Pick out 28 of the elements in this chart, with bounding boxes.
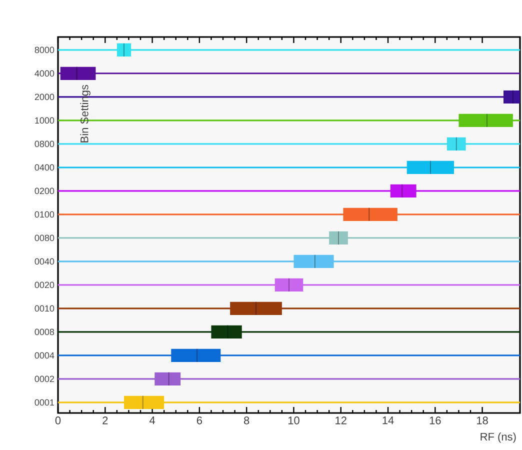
x-tick-label: 12 [336,416,346,424]
x-tick-label: 10 [288,416,300,424]
x-tick-label: 2 [102,416,108,424]
y-tick-label: 1000 [35,117,54,124]
x-tick-label: 18 [477,416,488,424]
x-tick-label: 16 [430,416,441,424]
x-tick-label: 6 [196,416,202,424]
x-tick-label: 8 [244,416,250,424]
x-tick-label: 4 [149,416,156,424]
y-tick-label: 0004 [34,352,54,359]
y-tick-label: 0400 [34,164,54,171]
y-tick-label: 0002 [34,376,54,382]
y-tick-label: 0100 [34,211,54,218]
y-tick-label: 0010 [34,305,54,312]
y-tick-label: 0001 [34,399,54,406]
y-tick-label: 2000 [34,94,54,100]
y-tick-label: 0200 [34,188,54,194]
y-tick-label: 0020 [34,282,54,288]
x-tick-label: 14 [382,416,394,424]
x-axis-title: RF (ns) [480,432,516,443]
y-tick-label: 0008 [34,328,54,336]
x-tick-label: 0 [55,416,61,424]
y-axis-title: Bin Settings [80,84,90,142]
y-tick-label: 8000 [34,46,54,54]
y-tick-label: 0800 [34,140,54,148]
y-tick-label: 4000 [34,70,54,77]
y-tick-label: 0040 [34,258,54,265]
y-tick-label: 0080 [34,234,54,242]
